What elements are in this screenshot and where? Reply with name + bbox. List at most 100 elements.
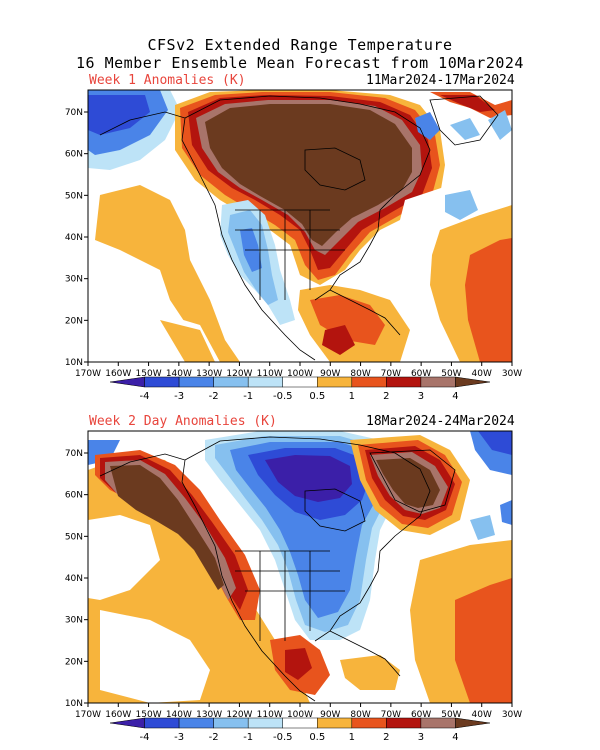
lat-tick-label: 30N [65, 275, 83, 285]
week2-coastlines [99, 436, 456, 702]
colorbar-label: -4 [140, 732, 150, 743]
colorbar-label: 4 [452, 391, 458, 402]
lat-tick-label: 70N [65, 108, 83, 118]
lon-tick-label: 100W [287, 369, 313, 379]
lon-tick-label: 110W [257, 369, 283, 379]
lon-tick-label: 110W [257, 710, 283, 720]
lon-tick-label: 70W [381, 710, 401, 720]
panel1-dates: 11Mar2024-17Mar2024 [366, 73, 515, 88]
panel1-label: Week 1 Anomalies (K) [89, 73, 246, 88]
colorbar-label: -3 [174, 732, 184, 743]
lat-tick-label: 50N [65, 532, 83, 542]
colorbar-swatch [386, 717, 422, 729]
colorbar-label: -0.5 [273, 732, 293, 743]
colorbar-label: -2 [209, 391, 219, 402]
colorbar-swatch [455, 376, 491, 388]
colorbar-label: 1 [349, 732, 355, 743]
lat-tick-label: 60N [65, 150, 83, 160]
lon-tick-label: 150W [136, 710, 162, 720]
week2-lon-ticks: 170W 160W 150W 140W 130W 120W 110W 100W 90W 80W 70… [75, 703, 522, 720]
lon-tick-label: 30W [502, 710, 522, 720]
lat-tick-label: 30N [65, 616, 83, 626]
lon-tick-label: 100W [287, 710, 313, 720]
panel2-dates: 18Mar2024-24Mar2024 [366, 414, 515, 429]
lon-tick-label: 80W [350, 369, 370, 379]
colorbar-label: -1 [243, 391, 253, 402]
lon-tick-label: 170W [75, 369, 101, 379]
lat-tick-label: 50N [65, 191, 83, 201]
lon-tick-label: 120W [226, 369, 252, 379]
lon-tick-label: 130W [196, 369, 222, 379]
lon-tick-label: 80W [350, 710, 370, 720]
colorbar-swatch [420, 717, 456, 729]
colorbar-label: -2 [209, 732, 219, 743]
colorbar-swatch [455, 717, 491, 729]
chart-title-line2: 16 Member Ensemble Mean Forecast from 10… [76, 54, 524, 72]
lon-tick-label: 30W [502, 369, 522, 379]
lon-tick-label: 90W [320, 710, 340, 720]
lon-tick-label: 140W [166, 369, 192, 379]
colorbar-swatch [178, 717, 214, 729]
panel2-label: Week 2 Day Anomalies (K) [89, 414, 277, 429]
lon-tick-label: 60W [411, 710, 431, 720]
colorbar-label: 2 [383, 391, 389, 402]
colorbar-swatch [386, 376, 422, 388]
colorbar-label: 1 [349, 391, 355, 402]
colorbar-label: -4 [140, 391, 150, 402]
colorbar-label: 2 [383, 732, 389, 743]
colorbar-swatch [420, 376, 456, 388]
colorbar-swatch [144, 717, 180, 729]
week1-lat-ticks: 70N 60N 50N 40N 30N 20N 10N [65, 108, 88, 368]
lon-tick-label: 90W [320, 369, 340, 379]
colorbar-swatch [282, 717, 318, 729]
lat-tick-label: 40N [65, 574, 83, 584]
colorbar-label: -3 [174, 391, 184, 402]
colorbar-swatch [213, 376, 249, 388]
week1-anomaly-map [88, 90, 512, 362]
colorbar-label: 3 [418, 732, 424, 743]
lat-tick-label: 10N [65, 358, 83, 368]
colorbar-swatch [282, 376, 318, 388]
colorbar-swatch [317, 376, 353, 388]
colorbar-label: 0.5 [309, 732, 325, 743]
week1-colorbar: -4 -3 -2 -1 -0.5 0.5 1 2 3 4 [109, 376, 491, 402]
lon-tick-label: 130W [196, 710, 222, 720]
lon-tick-label: 50W [441, 710, 461, 720]
lon-tick-label: 40W [472, 710, 492, 720]
colorbar-swatch [144, 376, 180, 388]
colorbar-swatch [213, 717, 249, 729]
colorbar-label: -1 [243, 732, 253, 743]
week1-coastlines [99, 95, 499, 361]
lon-tick-label: 160W [105, 710, 131, 720]
lon-tick-label: 60W [411, 369, 431, 379]
lon-tick-label: 40W [472, 369, 492, 379]
lon-tick-label: 140W [166, 710, 192, 720]
chart-title-line1: CFSv2 Extended Range Temperature [147, 36, 453, 54]
lat-tick-label: 20N [65, 657, 83, 667]
colorbar-label: 0.5 [309, 391, 325, 402]
colorbar-swatch [178, 376, 214, 388]
colorbar-swatch [317, 717, 353, 729]
lat-tick-label: 60N [65, 491, 83, 501]
lon-tick-label: 120W [226, 710, 252, 720]
colorbar-swatch [247, 717, 283, 729]
colorbar-swatch [351, 717, 387, 729]
colorbar-swatch [351, 376, 387, 388]
lon-tick-label: 70W [381, 369, 401, 379]
lat-tick-label: 40N [65, 233, 83, 243]
colorbar-label: 4 [452, 732, 458, 743]
week2-lat-ticks: 70N 60N 50N 40N 30N 20N 10N [65, 449, 88, 709]
week1-lon-ticks: 170W 160W 150W 140W 130W 120W 110W 100W 90W 80W 70… [75, 362, 522, 379]
colorbar-label: 3 [418, 391, 424, 402]
week2-anomaly-map [88, 431, 512, 703]
lon-tick-label: 160W [105, 369, 131, 379]
lon-tick-label: 170W [75, 710, 101, 720]
lat-tick-label: 10N [65, 699, 83, 709]
colorbar-label: -0.5 [273, 391, 293, 402]
lat-tick-label: 70N [65, 449, 83, 459]
colorbar-swatch [247, 376, 283, 388]
lon-tick-label: 150W [136, 369, 162, 379]
week2-colorbar: -4 -3 -2 -1 -0.5 0.5 1 2 3 4 [109, 717, 491, 743]
lon-tick-label: 50W [441, 369, 461, 379]
